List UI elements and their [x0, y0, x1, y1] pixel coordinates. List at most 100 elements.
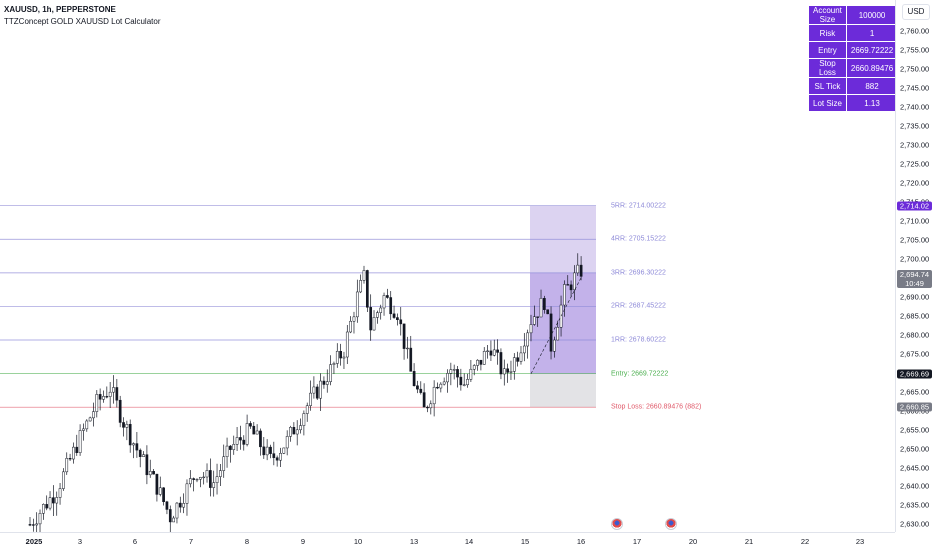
candle-body [452, 369, 456, 371]
time-tick-label: 13 [409, 537, 419, 546]
candle-body [132, 443, 135, 446]
candle-body [188, 478, 192, 485]
candle-body [492, 349, 496, 356]
candle-body [553, 339, 556, 352]
candle-body [382, 295, 386, 309]
candle-body [35, 523, 39, 526]
candle-body [502, 368, 506, 375]
time-tick-label: 22 [800, 537, 810, 546]
price-tick-label: 2,700.00 [900, 254, 930, 264]
candle-body [225, 445, 229, 457]
candle-body [442, 381, 446, 385]
candle-body [499, 352, 503, 375]
candle-body [392, 313, 396, 318]
price-tag-value: 2,660.85 [899, 402, 930, 412]
candle-body [299, 425, 302, 431]
candle-body [402, 323, 406, 349]
price-tag-value: 2,694.74 [899, 269, 930, 279]
us-flag-icon[interactable] [611, 518, 623, 530]
price-axis[interactable]: 2,630.00 2,635.00 2,640.00 2,645.00 2,650.00… [895, 0, 932, 532]
candle-body [462, 384, 466, 386]
candle-body [138, 449, 142, 457]
candle-body [332, 363, 336, 365]
price-tick-label: 2,680.00 [900, 330, 930, 340]
candle-body [482, 351, 486, 365]
candle-body [282, 447, 286, 454]
candle-body [82, 428, 85, 431]
time-tick-label: 10 [353, 537, 363, 546]
candle-body [75, 446, 79, 453]
candle-body [162, 487, 165, 503]
candle-body [155, 473, 159, 495]
candle-body [78, 430, 82, 453]
candle-body [98, 394, 102, 400]
time-tick-label: 6 [132, 537, 138, 546]
candle-body [265, 446, 269, 456]
candle-body [128, 424, 132, 446]
time-tick-label: 16 [576, 537, 586, 546]
candle-body [345, 331, 349, 358]
candle-body [292, 427, 296, 435]
candle-body [232, 444, 236, 450]
candle-body [379, 307, 383, 313]
candle-body [409, 347, 413, 372]
candle-body [365, 270, 369, 308]
candle-body [489, 350, 493, 356]
candle-body [165, 501, 169, 510]
candle-body [302, 413, 306, 426]
candle-body [335, 350, 339, 364]
candle-body [172, 517, 175, 523]
trend-line [530, 275, 583, 374]
us-flag-icon[interactable] [665, 518, 677, 530]
candle-body [239, 437, 242, 441]
candle-body [476, 359, 479, 366]
chart-area[interactable]: XAUUSD, 1h, PEPPERSTONE TTZConcept GOLD … [0, 0, 899, 535]
time-tick-label: 21 [744, 537, 754, 546]
candle-body [325, 381, 329, 385]
candle-body [125, 424, 129, 428]
price-tick-label: 2,735.00 [900, 121, 930, 131]
time-tick-label: 14 [464, 537, 474, 546]
candle-body [519, 352, 523, 362]
calc-key: SL Tick [808, 77, 847, 95]
candle-body [72, 446, 75, 460]
time-tick-label: 7 [188, 537, 194, 546]
candle-body [459, 376, 463, 386]
candle-body [506, 368, 509, 373]
candle-body [158, 487, 162, 495]
currency-button[interactable]: USD [902, 4, 930, 20]
price-tick-label: 2,730.00 [900, 140, 930, 150]
candle-body [529, 324, 533, 334]
candle-body [58, 488, 62, 498]
candle-body [142, 454, 145, 457]
candle-body [469, 368, 473, 380]
candle-body [386, 295, 389, 298]
candle-body [249, 423, 252, 427]
time-tick-label: 3 [77, 537, 83, 546]
candle-body [68, 458, 72, 460]
candle-body [289, 427, 292, 437]
candle-body [145, 454, 149, 476]
calc-value: 1 [845, 24, 899, 42]
price-tick-label: 2,655.00 [900, 425, 930, 435]
candle-body [355, 291, 359, 318]
time-tick-label: 20 [688, 537, 698, 546]
time-tick-label: 17 [632, 537, 642, 546]
candle-body [135, 443, 139, 451]
candle-body [466, 379, 469, 386]
candle-body [168, 509, 172, 523]
price-chart[interactable] [0, 0, 895, 535]
calc-row: SL Tick 882 [808, 77, 899, 95]
candle-body [406, 347, 409, 350]
candle-body [536, 316, 540, 318]
candle-body [285, 436, 289, 449]
candle-body [556, 327, 560, 341]
candle-body [272, 453, 276, 458]
price-tick-label: 2,665.00 [900, 387, 930, 397]
candle-body [212, 482, 216, 488]
candle-body [362, 270, 366, 281]
candle-body [359, 280, 363, 293]
price-tick-label: 2,650.00 [900, 444, 930, 454]
time-axis[interactable]: 2025 3 6 7 8 9 10 13 14 15 16 17 20 21 22 23 [0, 532, 895, 551]
candle-body [245, 423, 249, 445]
